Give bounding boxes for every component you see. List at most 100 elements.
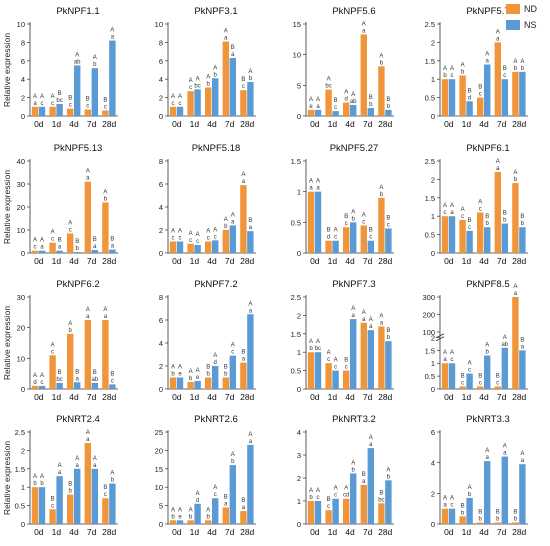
significance-lower: ab bbox=[74, 59, 81, 65]
x-tick-label: 7d bbox=[363, 256, 373, 266]
y-tick-label: 200 bbox=[422, 310, 435, 319]
bar-ns bbox=[109, 40, 116, 117]
bar-nd bbox=[360, 34, 367, 116]
x-tick-label: 4d bbox=[207, 119, 217, 129]
y-tick-label: 0 bbox=[159, 385, 163, 394]
significance-lower: d bbox=[468, 95, 471, 101]
significance-lower: a bbox=[521, 344, 525, 350]
significance-upper: A bbox=[309, 97, 313, 103]
bar-nd bbox=[325, 89, 332, 116]
y-axis-label: Relative expression bbox=[2, 33, 12, 107]
significance-upper: B bbox=[468, 218, 472, 224]
bar-ns bbox=[247, 231, 254, 253]
significance-lower: b bbox=[496, 516, 500, 522]
x-tick-label: 7d bbox=[87, 256, 97, 266]
significance-upper: A bbox=[351, 460, 355, 466]
bar-nd bbox=[494, 522, 501, 524]
significance-lower: e bbox=[196, 375, 200, 381]
bar-ns bbox=[484, 461, 491, 524]
y-tick-label: 2.5 bbox=[291, 293, 301, 302]
significance-lower: c bbox=[334, 493, 337, 499]
significance-lower: a bbox=[503, 451, 507, 457]
legend-swatch-nd bbox=[506, 4, 520, 14]
y-tick-label: 0.5 bbox=[291, 218, 301, 227]
significance-upper: A bbox=[443, 203, 447, 209]
bar-ns bbox=[109, 249, 116, 253]
y-tick-label: 0 bbox=[297, 385, 301, 394]
bar-nd bbox=[512, 297, 519, 389]
bar-nd bbox=[187, 243, 194, 253]
bar-nd bbox=[441, 79, 449, 116]
x-tick-label: 1d bbox=[52, 392, 62, 402]
bar-nd bbox=[459, 386, 466, 389]
x-tick-label: 4d bbox=[345, 527, 355, 537]
significance-upper: B bbox=[503, 211, 507, 217]
significance-lower: b bbox=[521, 66, 525, 72]
bar-ns bbox=[350, 473, 357, 524]
significance-lower: a bbox=[443, 503, 447, 509]
y-tick-label: 2 bbox=[431, 489, 435, 498]
y-tick-label: 2 bbox=[297, 474, 301, 483]
y-axis-label: Relative expression bbox=[2, 441, 12, 515]
y-tick-label: 1 bbox=[21, 483, 25, 492]
significance-lower: b bbox=[380, 192, 384, 198]
significance-upper: A bbox=[213, 227, 217, 233]
bar-ns bbox=[314, 109, 322, 116]
significance-upper: A bbox=[485, 51, 489, 57]
significance-lower: b bbox=[461, 70, 465, 76]
x-tick-label: 4d bbox=[69, 392, 79, 402]
significance-lower: c bbox=[334, 105, 337, 111]
significance-upper: A bbox=[178, 507, 182, 513]
significance-lower: ab bbox=[501, 342, 508, 348]
bar-nd bbox=[477, 97, 484, 116]
bar-nd bbox=[102, 498, 109, 524]
y-tick-label: 1 bbox=[431, 212, 435, 221]
significance-lower: c bbox=[468, 368, 471, 374]
bar-nd bbox=[459, 516, 466, 524]
y-tick-label: 100 bbox=[422, 328, 435, 337]
x-tick-label: 4d bbox=[69, 119, 79, 129]
bar-nd bbox=[187, 382, 194, 389]
y-tick-label: 3 bbox=[297, 451, 301, 460]
significance-upper: A bbox=[86, 430, 90, 436]
significance-upper: B bbox=[461, 503, 465, 509]
bar-nd bbox=[84, 443, 91, 524]
bar-ns bbox=[385, 109, 392, 116]
bar-nd bbox=[169, 106, 177, 116]
y-axis-label: Relative expression bbox=[2, 170, 12, 244]
significance-upper: B bbox=[362, 472, 366, 478]
significance-lower: a bbox=[224, 35, 228, 41]
bar-nd bbox=[49, 242, 56, 253]
significance-lower: b bbox=[207, 81, 211, 87]
significance-lower: e bbox=[178, 514, 182, 520]
bar-ns bbox=[56, 250, 63, 253]
bar-ns bbox=[501, 456, 508, 524]
y-tick-label: 2 bbox=[431, 333, 435, 342]
y-tick-label: 0.5 bbox=[425, 94, 435, 103]
bar-ns bbox=[501, 79, 508, 116]
x-tick-label: 7d bbox=[497, 256, 507, 266]
significance-lower: b bbox=[387, 335, 391, 341]
x-tick-label: 28d bbox=[378, 119, 392, 129]
significance-lower: c bbox=[387, 222, 390, 228]
significance-lower: b bbox=[224, 372, 228, 378]
significance-lower: b bbox=[461, 510, 465, 516]
significance-upper: B bbox=[478, 373, 482, 379]
x-tick-label: 28d bbox=[240, 527, 254, 537]
x-tick-label: 28d bbox=[378, 256, 392, 266]
chart-title: PkNPF5.7 bbox=[466, 6, 509, 17]
significance-lower: b bbox=[486, 350, 490, 356]
x-tick-label: 1d bbox=[52, 527, 62, 537]
chart-panel-16: PkNRT3.302460dAaAc1dBbAb4dBbAa7dBbAa28dB… bbox=[431, 414, 528, 537]
significance-upper: A bbox=[171, 507, 175, 513]
significance-lower: b bbox=[443, 73, 447, 79]
significance-lower: c bbox=[345, 221, 348, 227]
y-tick-label: 0 bbox=[159, 112, 163, 121]
significance-upper: A bbox=[468, 361, 472, 367]
significance-upper: A bbox=[443, 66, 447, 72]
legend-swatch-ns bbox=[506, 20, 520, 30]
significance-lower: c bbox=[69, 227, 72, 233]
x-tick-label: 1d bbox=[462, 256, 472, 266]
significance-upper: A bbox=[362, 212, 366, 218]
bar-ns bbox=[91, 382, 98, 389]
